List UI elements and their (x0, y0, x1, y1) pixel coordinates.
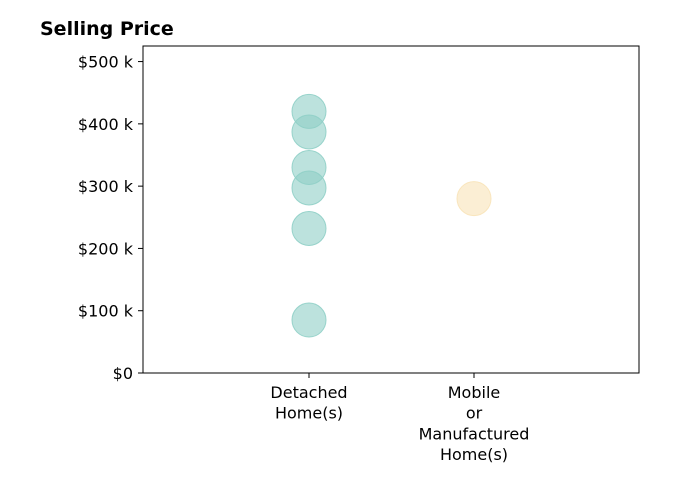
y-tick-label: $0 (113, 364, 133, 383)
chart-title: Selling Price (40, 18, 174, 40)
data-point (291, 302, 327, 338)
y-axis: $0 $100 k $200 k $300 k $400 k $500 k (78, 53, 143, 383)
x-axis: Detached Home(s) Mobile or Manufactured Home(… (270, 373, 529, 464)
y-tick-label: $500 k (78, 53, 134, 72)
x-tick-label-line: Manufactured (419, 424, 530, 443)
x-tick-label-line: Home(s) (275, 404, 343, 423)
y-tick-label: $300 k (78, 177, 134, 196)
y-tick-label: $400 k (78, 115, 134, 134)
data-points (291, 93, 492, 338)
y-tick-label: $200 k (78, 239, 134, 258)
x-tick-label-line: Mobile (448, 383, 500, 402)
x-tick-label-line: Detached (270, 383, 347, 402)
plot-frame (142, 45, 640, 374)
x-tick-label: Mobile or Manufactured Home(s) (419, 383, 530, 464)
x-tick-label-line: or (466, 404, 483, 423)
x-tick-label: Detached Home(s) (270, 383, 347, 423)
data-point (291, 210, 327, 246)
data-point (291, 170, 327, 206)
data-point (291, 114, 327, 150)
x-tick-label-line: Home(s) (440, 445, 508, 464)
data-point (456, 181, 492, 217)
y-tick-label: $100 k (78, 302, 134, 321)
